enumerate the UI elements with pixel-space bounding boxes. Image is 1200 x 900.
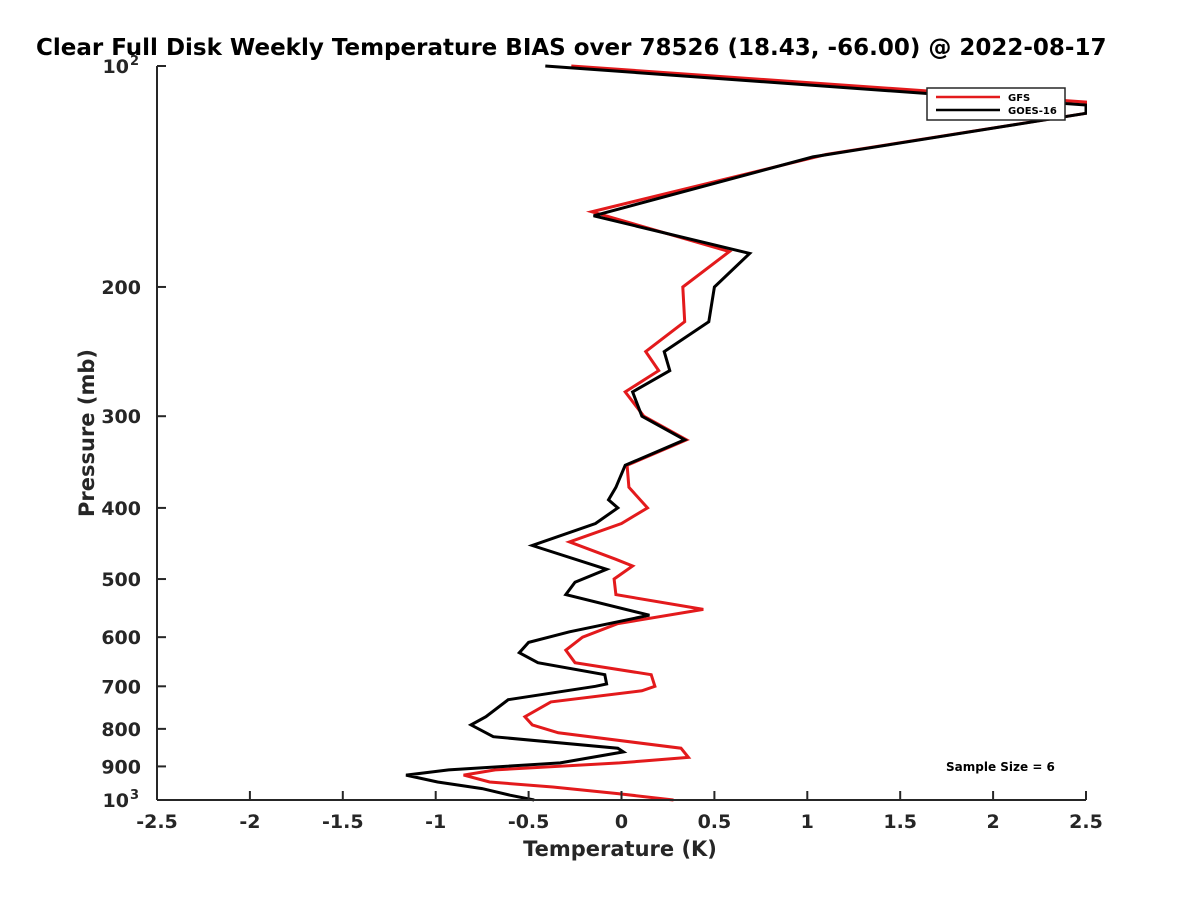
- x-tick-label: 0: [615, 811, 628, 833]
- series-layer: [405, 64, 1087, 802]
- series-line-gfs: [463, 64, 1087, 802]
- x-tick-label: 2.5: [1069, 811, 1103, 833]
- y-tick-label: 300: [101, 406, 141, 428]
- x-tick-label: -1.5: [322, 811, 364, 833]
- x-ticks: -2.5 -2 -1.5 -1 -0.5 0 0.5 1 1.5 2 2.5: [136, 791, 1103, 833]
- x-tick-label: -1: [425, 811, 446, 833]
- x-tick-label: 0.5: [698, 811, 732, 833]
- axes: [156, 66, 1086, 801]
- legend-box: [926, 87, 1066, 121]
- y-tick-label: 800: [101, 719, 141, 741]
- legend: GFS GOES-16: [926, 87, 1066, 121]
- y-tick-label: 500: [101, 569, 141, 591]
- legend-label-goes16: GOES-16: [1008, 106, 1057, 117]
- x-tick-label: -2: [239, 811, 260, 833]
- chart-title: Clear Full Disk Weekly Temperature BIAS …: [36, 35, 1106, 61]
- x-tick-label: 1: [801, 811, 814, 833]
- series-line-goes16: [405, 64, 1087, 802]
- y-tick-label: 400: [101, 498, 141, 520]
- y-tick-label: 600: [101, 627, 141, 649]
- y-tick-exponent: 2: [130, 54, 139, 69]
- sample-size-annotation: Sample Size = 6: [946, 760, 1055, 774]
- y-tick-label: 700: [101, 676, 141, 698]
- x-tick-label: 1.5: [883, 811, 917, 833]
- y-tick-label: 900: [101, 756, 141, 778]
- x-tick-label: -2.5: [136, 811, 178, 833]
- y-tick-label: 10: [103, 56, 129, 78]
- y-tick-label: 10: [103, 790, 129, 812]
- x-tick-label: -0.5: [508, 811, 550, 833]
- plot-clip-spacer: [0, 66, 1200, 800]
- y-axis-label: Pressure (mb): [75, 349, 99, 517]
- y-tick-label: 200: [101, 277, 141, 299]
- x-axis-label: Temperature (K): [523, 837, 717, 861]
- x-tick-label: 2: [986, 811, 999, 833]
- y-tick-exponent: 3: [130, 788, 139, 803]
- legend-label-gfs: GFS: [1008, 93, 1030, 104]
